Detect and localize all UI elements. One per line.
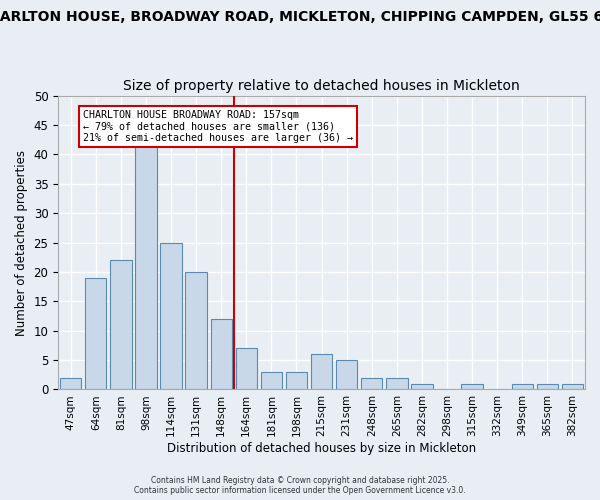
Bar (311, 354, 332, 390)
Bar (160, 242, 182, 390)
Bar (461, 384, 483, 390)
Bar (562, 384, 583, 390)
Bar (110, 260, 131, 390)
Bar (386, 378, 407, 390)
Y-axis label: Number of detached properties: Number of detached properties (15, 150, 28, 336)
Bar (60, 378, 82, 390)
Bar (211, 319, 232, 390)
Bar (512, 384, 533, 390)
Bar (411, 384, 433, 390)
Bar (361, 378, 382, 390)
Title: Size of property relative to detached houses in Mickleton: Size of property relative to detached ho… (123, 79, 520, 93)
Text: CHARLTON HOUSE, BROADWAY ROAD, MICKLETON, CHIPPING CAMPDEN, GL55 6PT: CHARLTON HOUSE, BROADWAY ROAD, MICKLETON… (0, 10, 600, 24)
Bar (185, 272, 207, 390)
X-axis label: Distribution of detached houses by size in Mickleton: Distribution of detached houses by size … (167, 442, 476, 455)
Text: Contains HM Land Registry data © Crown copyright and database right 2025.
Contai: Contains HM Land Registry data © Crown c… (134, 476, 466, 495)
Bar (261, 372, 282, 390)
Bar (286, 372, 307, 390)
Bar (537, 384, 558, 390)
Bar (85, 278, 106, 390)
Bar (236, 348, 257, 390)
Bar (336, 360, 358, 390)
Bar (135, 142, 157, 390)
Text: CHARLTON HOUSE BROADWAY ROAD: 157sqm
← 79% of detached houses are smaller (136)
: CHARLTON HOUSE BROADWAY ROAD: 157sqm ← 7… (83, 110, 353, 144)
